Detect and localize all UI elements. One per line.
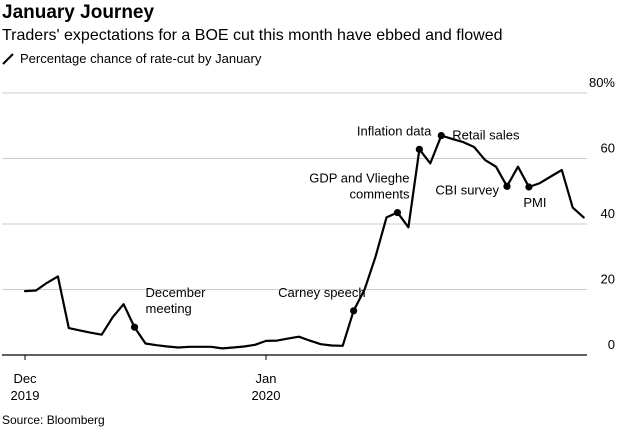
annotation-marker [350,307,358,315]
annotation-marker [393,208,402,217]
series-line [23,134,585,350]
legend-label: Percentage chance of rate-cut by January [20,51,262,66]
source-note: Source: Bloomberg [2,413,105,427]
chart-title: January Journey [2,2,155,23]
annotation-label: Retail sales [452,128,520,143]
gridlines [2,92,587,356]
y-tick-label: 60 [601,141,615,156]
series-layer [23,134,585,350]
legend: Percentage chance of rate-cut by January [2,51,261,66]
axis-ticks: 0 20 40 60 80% Dec 2019 Jan 2020 [11,75,616,403]
y-tick-label: 20 [601,272,615,287]
x-tick-label-year: 2020 [252,388,281,403]
x-tick-label-year: 2019 [11,388,40,403]
annotation-label: Carney speech [278,285,365,300]
chart-subtitle: Traders' expectations for a BOE cut this… [2,27,503,44]
annotation-marker [437,131,445,140]
annotation-marker [415,145,423,153]
y-tick-label: 0 [608,337,615,352]
annotation-label: CBI survey [435,182,499,197]
annotation-label: December meeting [146,285,207,316]
annotation-marker [130,323,139,331]
annotation-marker [503,182,511,190]
annotation-label: Inflation data [357,123,432,138]
legend-line-icon [2,52,14,65]
y-tick-label: 80% [589,75,615,90]
x-tick-label: Dec [13,371,37,386]
y-tick-label: 40 [601,206,615,221]
x-tick-label: Jan [256,371,277,386]
annotation-label: PMI [523,195,546,210]
annotations: December meeting Carney speech GDP and Vlie… [130,123,546,331]
annotation-marker [525,183,533,191]
annotation-label: GDP and Vlieghe comments [309,171,410,202]
